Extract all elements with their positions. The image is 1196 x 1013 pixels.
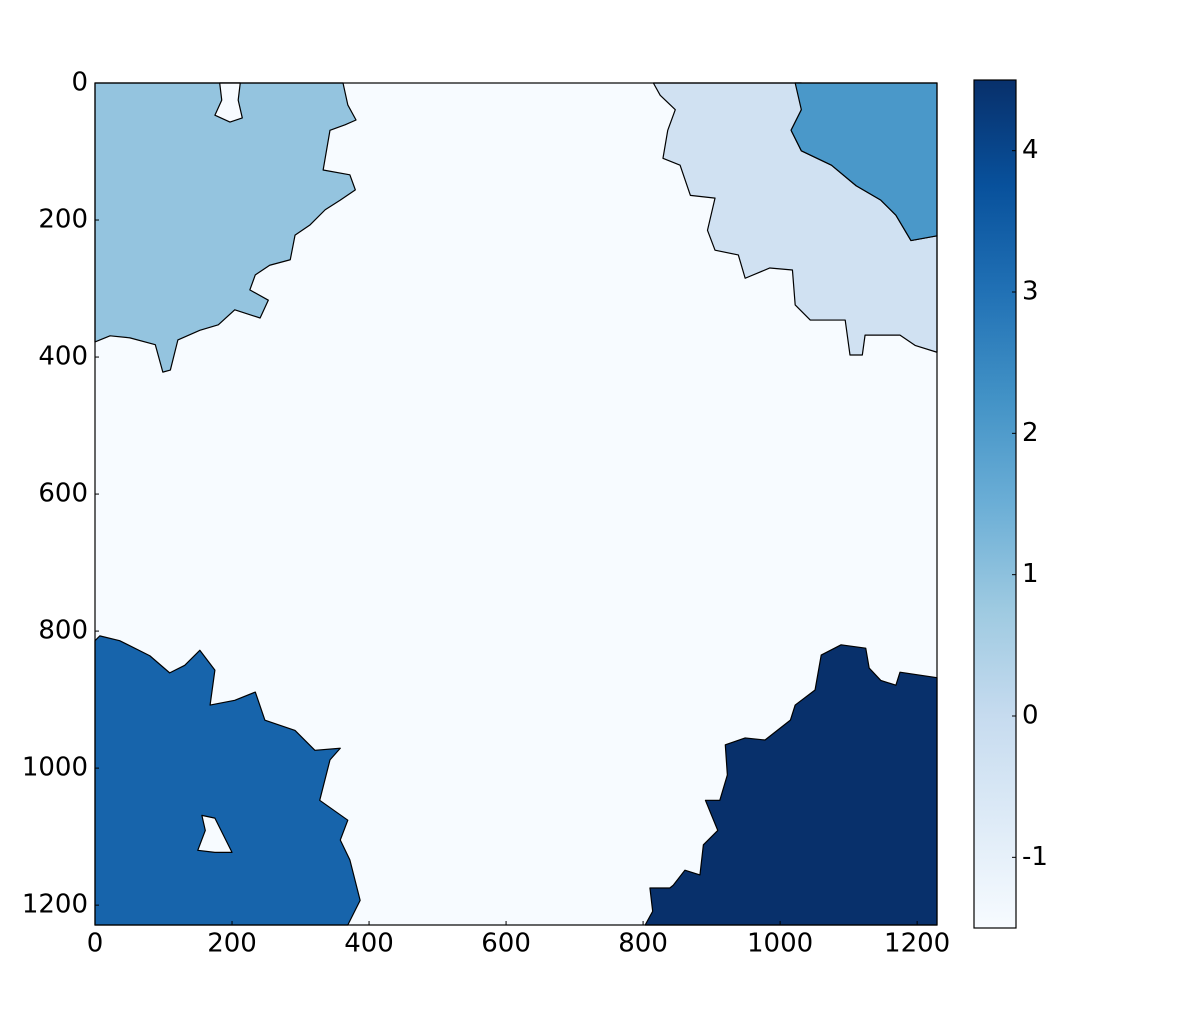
y-tick-label: 600 [38,479,88,509]
region [94,635,361,926]
x-tick-label: 600 [481,929,531,959]
colorbar [973,79,1017,929]
x-tick-label: 200 [207,929,257,959]
colorbar-tick-label: 0 [1022,701,1039,731]
colorbar-tick-label: -1 [1022,842,1048,872]
colorbar-tick-label: 1 [1022,559,1039,589]
y-tick-label: 1200 [22,890,88,920]
colorbar-tick-label: 3 [1022,277,1039,307]
region [644,644,938,926]
region [197,814,233,853]
y-tick-label: 800 [38,616,88,646]
y-tick-label: 400 [38,342,88,372]
y-tick-label: 1000 [22,753,88,783]
x-tick-label: 800 [618,929,668,959]
region [214,82,243,123]
colorbar-tick-label: 2 [1022,418,1039,448]
y-tick-label: 200 [38,205,88,235]
y-tick-label: 0 [71,68,88,98]
x-tick-label: 1000 [747,929,813,959]
plot-frame [94,82,938,926]
x-tick-label: 1200 [884,929,950,959]
region [94,82,357,373]
x-tick-label: 400 [344,929,394,959]
x-tick-label: 0 [87,929,104,959]
colorbar-tick-label: 4 [1022,135,1039,165]
